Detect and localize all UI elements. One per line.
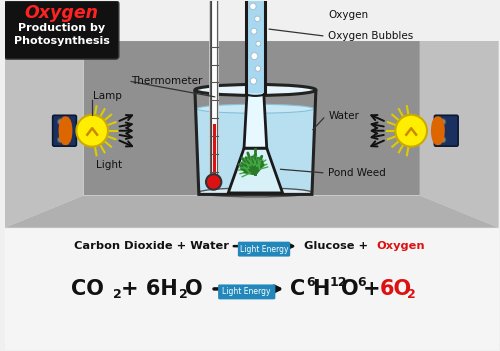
Text: Oxygen: Oxygen — [376, 241, 425, 251]
Text: O: O — [340, 279, 358, 299]
Circle shape — [440, 119, 446, 125]
Text: H: H — [312, 279, 330, 299]
FancyBboxPatch shape — [5, 229, 498, 350]
Text: 6: 6 — [306, 277, 314, 290]
Polygon shape — [244, 93, 266, 148]
FancyBboxPatch shape — [434, 115, 458, 146]
Text: Photosynthesis: Photosynthesis — [14, 36, 110, 46]
Text: 6O: 6O — [380, 279, 412, 299]
FancyBboxPatch shape — [5, 1, 498, 41]
FancyBboxPatch shape — [52, 115, 76, 146]
Circle shape — [250, 3, 256, 9]
Circle shape — [58, 137, 64, 143]
Circle shape — [440, 137, 446, 143]
Text: 12: 12 — [330, 277, 347, 290]
Text: O: O — [185, 279, 202, 299]
Circle shape — [255, 66, 260, 71]
Text: Pond Weed: Pond Weed — [328, 168, 386, 178]
Circle shape — [206, 174, 222, 190]
Text: Light Energy: Light Energy — [222, 287, 271, 296]
Text: + 6H: + 6H — [121, 279, 178, 299]
Ellipse shape — [199, 188, 312, 197]
Text: 2: 2 — [114, 289, 122, 302]
Text: Light Energy: Light Energy — [240, 245, 288, 254]
Text: Glucose +: Glucose + — [304, 241, 372, 251]
Polygon shape — [420, 1, 498, 228]
Text: +: + — [364, 279, 388, 299]
Circle shape — [58, 119, 64, 125]
Text: CO: CO — [72, 279, 104, 299]
Text: Lamp: Lamp — [93, 91, 122, 101]
Text: Production by: Production by — [18, 23, 105, 33]
Circle shape — [251, 28, 257, 34]
Text: 2: 2 — [178, 289, 188, 302]
FancyBboxPatch shape — [4, 1, 119, 59]
Polygon shape — [5, 1, 498, 41]
Text: C: C — [290, 279, 306, 299]
Text: Thermometer: Thermometer — [130, 76, 202, 86]
Text: 2: 2 — [407, 289, 416, 302]
Text: Oxygen Bubbles: Oxygen Bubbles — [328, 31, 414, 41]
Circle shape — [396, 115, 427, 147]
Text: Water: Water — [328, 111, 359, 121]
Circle shape — [251, 53, 258, 60]
Text: 6: 6 — [358, 277, 366, 290]
Polygon shape — [84, 41, 419, 196]
Polygon shape — [228, 148, 282, 193]
Polygon shape — [5, 196, 498, 228]
Text: Oxygen: Oxygen — [24, 4, 99, 22]
Circle shape — [76, 115, 108, 147]
Circle shape — [256, 41, 261, 46]
Circle shape — [250, 78, 256, 84]
Ellipse shape — [197, 104, 314, 113]
Text: Oxygen: Oxygen — [328, 10, 368, 20]
FancyBboxPatch shape — [238, 241, 290, 257]
Circle shape — [254, 16, 260, 21]
Text: Light: Light — [96, 160, 122, 170]
FancyBboxPatch shape — [218, 284, 276, 299]
Text: Carbon Dioxide + Water: Carbon Dioxide + Water — [74, 241, 229, 251]
Ellipse shape — [246, 91, 265, 96]
Polygon shape — [5, 1, 84, 228]
FancyBboxPatch shape — [246, 0, 264, 93]
Ellipse shape — [195, 85, 316, 95]
Polygon shape — [197, 109, 314, 192]
